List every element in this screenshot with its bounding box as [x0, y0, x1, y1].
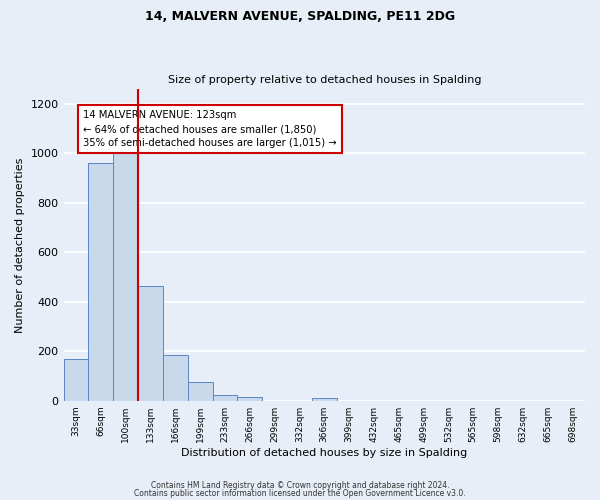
Bar	[113, 154, 138, 400]
X-axis label: Distribution of detached houses by size in Spalding: Distribution of detached houses by size …	[181, 448, 467, 458]
Bar	[163, 355, 188, 401]
Bar	[64, 358, 88, 401]
Text: Contains public sector information licensed under the Open Government Licence v3: Contains public sector information licen…	[134, 488, 466, 498]
Bar	[138, 286, 163, 401]
Bar	[188, 382, 212, 400]
Text: 14 MALVERN AVENUE: 123sqm
← 64% of detached houses are smaller (1,850)
35% of se: 14 MALVERN AVENUE: 123sqm ← 64% of detac…	[83, 110, 337, 148]
Bar	[312, 398, 337, 400]
Bar	[88, 164, 113, 400]
Bar	[238, 397, 262, 400]
Title: Size of property relative to detached houses in Spalding: Size of property relative to detached ho…	[167, 76, 481, 86]
Y-axis label: Number of detached properties: Number of detached properties	[15, 157, 25, 332]
Bar	[212, 394, 238, 400]
Text: 14, MALVERN AVENUE, SPALDING, PE11 2DG: 14, MALVERN AVENUE, SPALDING, PE11 2DG	[145, 10, 455, 23]
Text: Contains HM Land Registry data © Crown copyright and database right 2024.: Contains HM Land Registry data © Crown c…	[151, 481, 449, 490]
